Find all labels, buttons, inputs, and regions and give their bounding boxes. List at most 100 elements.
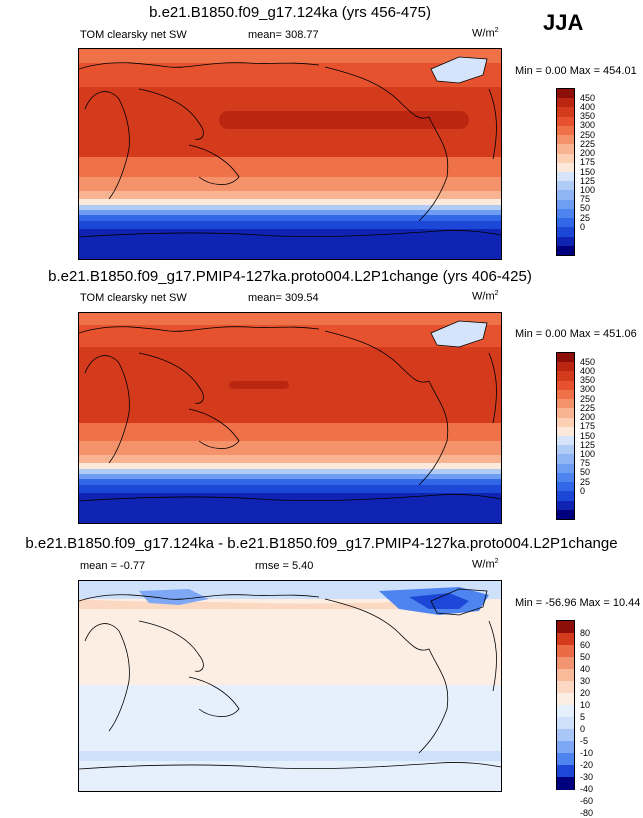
panel1-colorbar-tick: 150: [580, 166, 596, 177]
panel3-colorbar-segment: [557, 621, 574, 634]
panel1-colorbar-tick: 300: [580, 120, 596, 131]
panel2-colorbar-segment: [557, 454, 574, 465]
panel2-colorbar-tick: 450: [580, 356, 596, 367]
panel2-colorbar-tick: 225: [580, 402, 596, 413]
panel1-colorbar-tick: 25: [580, 212, 591, 223]
panel3-colorbar-tick: 0: [580, 723, 586, 734]
panel1-units: W/m2: [472, 27, 499, 40]
panel2-band-south2: [79, 441, 501, 455]
panel3-siberia-low: [139, 589, 209, 605]
panel2-colorbar-segment: [557, 445, 574, 455]
panel3-colorbar-segment: [557, 741, 574, 754]
panel1-colorbar-segment: [557, 125, 574, 136]
panel1-colorbar-segment: [557, 144, 574, 155]
panel1-colorbar: [556, 88, 575, 256]
panel3-colorbar-tick: 60: [580, 639, 591, 650]
panel2-band-south1: [79, 423, 501, 441]
panel1-band-south3: [79, 191, 501, 199]
panel1-colorbar-segment: [557, 162, 574, 173]
panel1-band-arctic: [79, 49, 501, 63]
panel3-title: b.e21.B1850.f09_g17.124ka - b.e21.B1850.…: [25, 535, 618, 552]
panel2-colorbar-segment: [557, 436, 574, 446]
panel3-minmax: Min = -56.96 Max = 10.44: [515, 597, 641, 609]
panel1-band-max: [219, 111, 469, 129]
panel1-colorbar-tick: 75: [580, 194, 591, 205]
units-sup: 2: [494, 290, 499, 297]
season-label: JJA: [543, 10, 584, 35]
panel3-colorbar-tick: -5: [580, 735, 589, 746]
panel2-colorbar-segment: [557, 362, 574, 372]
panel2-colorbar-tick: 50: [580, 467, 591, 478]
panel1-colorbar-tick: 0: [580, 221, 586, 232]
panel2-colorbar-segment: [557, 371, 574, 382]
panel1-colorbar-segment: [557, 116, 574, 127]
panel2-band-south7: [79, 479, 501, 485]
panel3-colorbar-segment: [557, 669, 574, 682]
panel2-colorbar-segment: [557, 509, 574, 520]
panel1-greenland: [430, 56, 488, 84]
panel3-coastlines: [79, 588, 501, 770]
units-text: W/m: [472, 290, 495, 303]
units-sup: 2: [494, 27, 499, 34]
panel3-band-northern: [79, 599, 419, 609]
panel1-colorbar-segment: [557, 89, 574, 99]
panel2-coastlines: [79, 326, 501, 502]
panel3-colorbar-tick: 50: [580, 651, 591, 662]
panel1-colorbar-segment: [557, 181, 574, 191]
panel3-colorbar-segment: [557, 753, 574, 766]
panel1-colorbar-tick: 250: [580, 129, 596, 140]
panel1-colorbar-tick: 350: [580, 111, 596, 122]
panel3-colorbar-tick: -80: [580, 807, 594, 818]
panel3-colorbar-tick: 10: [580, 699, 591, 710]
panel3-colorbar-segment: [557, 681, 574, 694]
panel1-band-south2: [79, 177, 501, 191]
panel2-band-northern: [79, 347, 501, 383]
panel3-band-south: [79, 685, 501, 791]
panel3-units: W/m2: [472, 558, 499, 571]
panel1-colorbar-segment: [557, 172, 574, 182]
panel1-colorbar-segment: [557, 190, 574, 201]
panel3-colorbar-tick: 20: [580, 687, 591, 698]
panel2-band-south6: [79, 474, 501, 479]
panel1-colorbar-segment: [557, 199, 574, 210]
panel1-colorbar-tick: 175: [580, 157, 596, 168]
panel2-band-south4: [79, 463, 501, 469]
panel2-band-max: [229, 381, 289, 389]
panel3-colorbar: [556, 620, 575, 790]
panel3-colorbar-segment: [557, 765, 574, 778]
panel2-mean-label: mean= 309.54: [248, 292, 319, 304]
panel3-map: [78, 580, 502, 792]
panel1-colorbar-tick: 125: [580, 175, 596, 186]
panel3-colorbar-tick: 30: [580, 675, 591, 686]
panel1-map: [78, 48, 502, 260]
panel3-colorbar-tick: -10: [580, 747, 594, 758]
panel2-colorbar-segment: [557, 389, 574, 400]
panel3-colorbar-tick: -20: [580, 759, 594, 770]
panel1-colorbar-tick: 450: [580, 92, 596, 103]
panel3-band-south-low: [79, 751, 501, 761]
panel2-colorbar-tick: 175: [580, 421, 596, 432]
panel1-colorbar-tick: 50: [580, 203, 591, 214]
panel2-colorbar-segment: [557, 408, 574, 419]
panel1-colorbar-segment: [557, 98, 574, 108]
panel2-colorbar-tick: 350: [580, 375, 596, 386]
panel2-band-south8: [79, 485, 501, 493]
panel2-band-tropics: [79, 383, 501, 423]
panel1-colorbar-tick: 400: [580, 101, 596, 112]
units-text: W/m: [472, 558, 495, 571]
panel2-colorbar-tick: 150: [580, 430, 596, 441]
panel3-colorbar-segment: [557, 717, 574, 730]
panel2-colorbar-segment: [557, 426, 574, 437]
panel3-colorbar-tick: 5: [580, 711, 586, 722]
panel3-canada-min: [409, 593, 469, 609]
panel3-colorbar-tick: -40: [580, 783, 594, 794]
panel2-colorbar-tick: 400: [580, 365, 596, 376]
panel2-map-svg: [79, 313, 501, 523]
panel3-colorbar-segment: [557, 657, 574, 670]
panel1-colorbar-tick: 225: [580, 138, 596, 149]
panel2-title: b.e21.B1850.f09_g17.PMIP4-127ka.proto004…: [48, 268, 532, 285]
panel1-band-south5: [79, 205, 501, 210]
panel1-band-antarctic: [79, 229, 501, 259]
panel2-colorbar-segment: [557, 417, 574, 428]
panel2-colorbar-segment: [557, 472, 574, 483]
